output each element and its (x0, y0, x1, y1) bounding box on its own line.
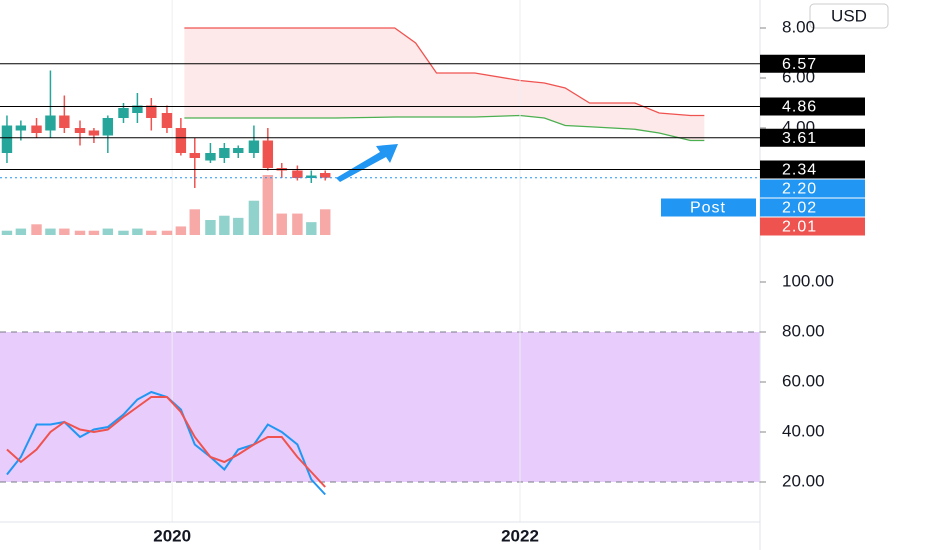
level-label-box (760, 128, 865, 147)
level-label: 2.34 (782, 162, 817, 179)
candle-body (262, 140, 274, 168)
volume-bar (205, 220, 216, 235)
price-label-box (760, 217, 865, 236)
currency: USD (831, 6, 867, 25)
price-label: 2.01 (782, 219, 817, 236)
volume-bar (45, 228, 56, 235)
x-tick-label: 2020 (153, 526, 191, 545)
x-tick-label: 2022 (501, 526, 539, 545)
candle-body (31, 125, 42, 133)
volume-bar (132, 228, 143, 235)
candle-body (233, 148, 244, 153)
volume-bar (74, 230, 86, 235)
volume-bar (175, 226, 187, 235)
y-tick-label: 60.00 (782, 371, 825, 390)
post-label: Post (690, 200, 726, 217)
cloud-fill (184, 28, 705, 141)
candle-body (102, 118, 114, 136)
candle-body (118, 108, 129, 118)
volume-bar (118, 230, 129, 235)
level-label: 3.61 (782, 130, 817, 147)
cloud-span-b (184, 27, 705, 117)
price-label-box (760, 198, 865, 217)
volume-bar (292, 213, 303, 235)
candle-body (45, 115, 56, 131)
candle-body (292, 170, 303, 178)
candle-body (189, 153, 200, 158)
oscillator-band (0, 332, 760, 482)
candle-body (1, 125, 13, 153)
volume-bar (146, 230, 157, 235)
level-label-box (760, 54, 865, 73)
y-tick-label: 80.00 (782, 321, 825, 340)
volume-bar (88, 230, 100, 235)
oscillator-line (6, 396, 326, 488)
candle-body (161, 113, 173, 128)
y-tick-label: 100.00 (782, 271, 834, 290)
candle-body (219, 148, 230, 158)
candle-body (205, 153, 216, 161)
cloud-span-a (184, 114, 705, 142)
volume-bar (276, 213, 287, 235)
y-tick-label: 40.00 (782, 421, 825, 440)
candle-body (59, 115, 70, 128)
post-box (661, 198, 756, 217)
volume-bar (1, 230, 13, 235)
price-label: 2.02 (782, 200, 817, 217)
candle-body (132, 105, 143, 113)
volume-bar (320, 209, 331, 235)
candle-body (306, 175, 317, 178)
volume-bar (189, 209, 200, 235)
volume-bar (15, 228, 27, 235)
candle-body (248, 140, 260, 153)
volume-bar (31, 224, 42, 235)
arrow-annotation (336, 144, 398, 182)
volume-bar (262, 175, 274, 235)
candle-body (146, 105, 157, 118)
candle-body (88, 130, 100, 136)
y-tick-label: 20.00 (782, 471, 825, 490)
y-tick-label: 8.00 (782, 17, 815, 36)
currency-box[interactable] (809, 3, 889, 29)
volume-bar (59, 228, 70, 235)
level-label-box (760, 97, 865, 116)
volume-bar (161, 230, 173, 235)
level-label: 6.57 (782, 56, 817, 73)
volume-bar (248, 200, 260, 235)
candle-body (320, 173, 331, 178)
price-label-box (760, 179, 865, 198)
volume-bar (102, 228, 114, 235)
candle-body (74, 128, 86, 133)
volume-bar (233, 217, 244, 235)
volume-bar (306, 222, 317, 235)
volume-bar (219, 215, 230, 235)
candle-body (15, 125, 27, 131)
candle-body (175, 128, 187, 153)
price-label: 2.20 (782, 181, 817, 198)
level-label: 4.86 (782, 99, 817, 116)
level-label-box (760, 160, 865, 179)
